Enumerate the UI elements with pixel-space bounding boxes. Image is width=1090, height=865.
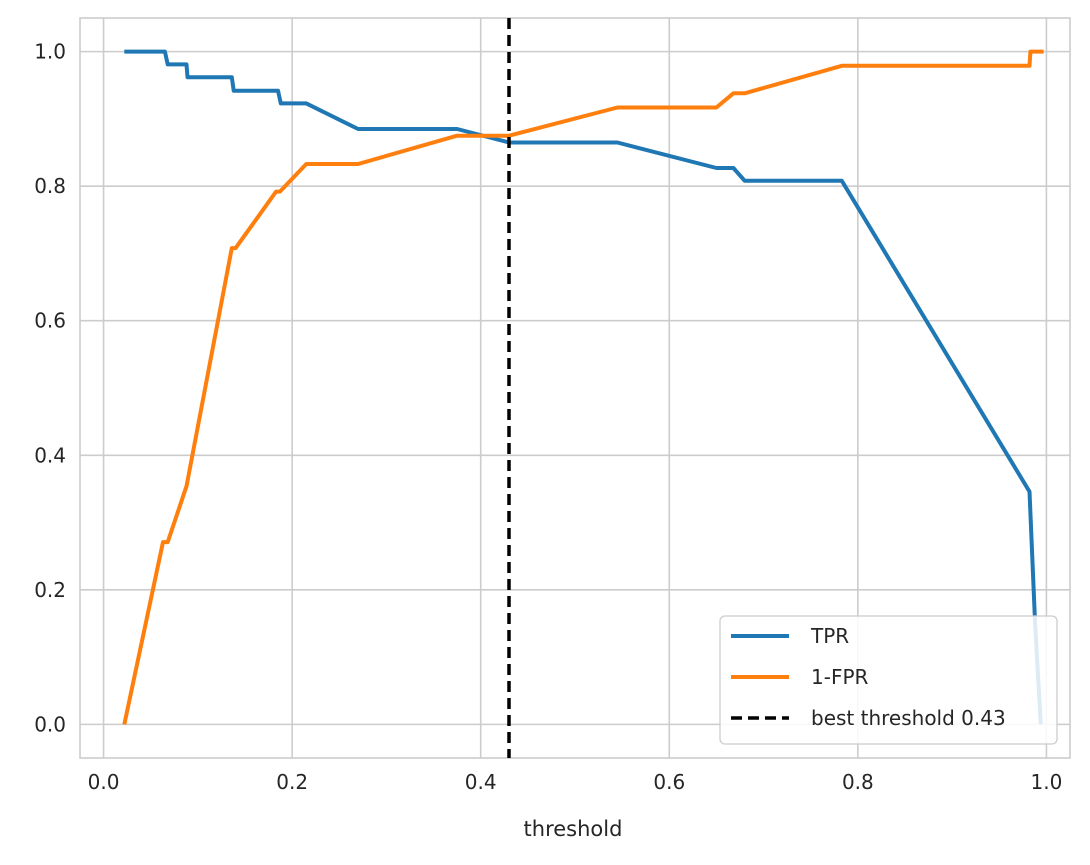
legend-label: 1-FPR: [811, 665, 869, 689]
legend-box: [719, 615, 1058, 745]
x-tick-label: 0.2: [276, 770, 308, 794]
x-tick-label: 0.8: [842, 770, 874, 794]
series-line-tpr: [124, 49, 1043, 725]
legend: TPR 1-FPR best threshold 0.43: [719, 615, 1058, 745]
legend-label: best threshold 0.43: [811, 706, 1006, 730]
x-axis-label: threshold: [524, 817, 623, 841]
x-tick-label: 0.6: [653, 770, 685, 794]
y-tick-label: 1.0: [34, 40, 66, 64]
y-tick-label: 0.8: [34, 174, 66, 198]
y-tick-label: 0.0: [34, 712, 66, 736]
tick-labels: 0.0 0.2 0.4 0.6 0.8 1.0 0.0 0.2 0.4 0.6 0.8 1.0: [34, 40, 1062, 794]
series-lines: [122, 18, 1044, 758]
y-tick-label: 0.4: [34, 443, 66, 467]
series-line-1-fpr: [122, 49, 1044, 725]
x-tick-label: 0.0: [88, 770, 120, 794]
gridlines: [80, 18, 1070, 758]
y-tick-label: 0.2: [34, 578, 66, 602]
y-tick-label: 0.6: [34, 309, 66, 333]
x-tick-label: 0.4: [465, 770, 497, 794]
legend-label: TPR: [810, 624, 849, 648]
axes-frame: [79, 17, 1071, 759]
plot-frame: [79, 17, 1071, 759]
x-tick-label: 1.0: [1031, 770, 1063, 794]
